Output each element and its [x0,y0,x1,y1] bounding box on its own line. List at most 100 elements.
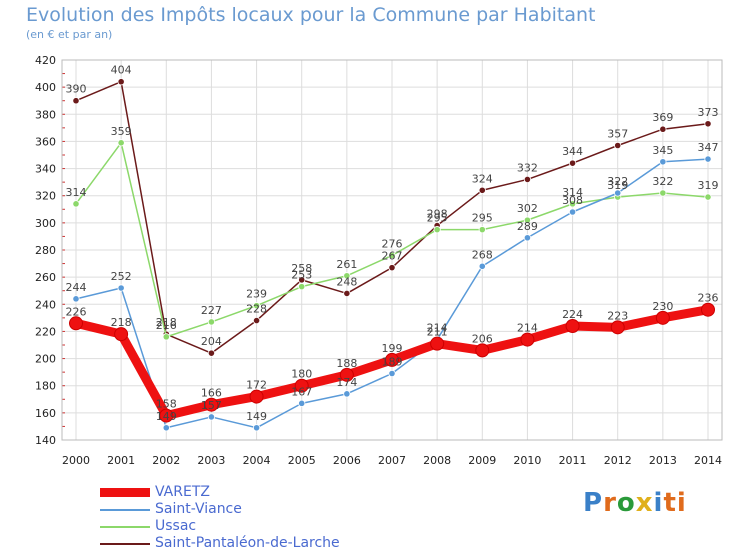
plot-border [61,59,723,441]
y-tick-label: 360 [35,135,56,148]
data-point [614,189,622,197]
data-point [294,378,309,393]
data-point [343,289,351,298]
data-label: 258 [291,262,312,275]
y-tick-label: 200 [35,353,56,366]
data-label: 314 [66,186,87,199]
legend-label: Saint-Viance [155,501,242,517]
data-point [72,97,80,105]
data-label: 404 [111,64,132,77]
data-point [704,120,712,128]
data-point [568,208,577,216]
data-point [523,234,532,242]
data-point [388,264,396,272]
y-tick-label: 340 [35,163,56,176]
data-point [162,333,170,341]
x-tick-label: 2000 [62,454,90,467]
data-point [204,397,219,412]
data-label: 319 [607,179,628,192]
data-label: 268 [472,248,493,261]
y-tick-label: 320 [35,190,56,203]
logo-letter: i [653,488,664,518]
data-label: 261 [336,258,357,271]
data-label: 357 [607,128,628,141]
logo-letter: ti [663,488,687,518]
data-point [252,316,261,325]
logo-letter: x [635,488,654,518]
legend-swatch [100,526,150,528]
data-point [655,310,670,325]
logo-letter: P [583,488,604,518]
legend-label: Ussac [155,518,197,534]
data-label: 149 [246,410,267,423]
data-label: 227 [201,304,222,317]
data-label: 188 [336,357,357,370]
data-label: 332 [517,161,538,174]
x-tick-label: 2011 [559,454,587,467]
data-label: 289 [517,220,538,233]
y-tick-label: 400 [35,81,56,94]
y-tick-label: 220 [35,325,56,338]
data-label: 308 [562,194,583,207]
data-point [343,390,351,398]
x-tick-label: 2002 [152,454,180,467]
data-label: 218 [111,316,132,329]
data-point [478,186,486,194]
y-tick-label: 380 [35,108,56,121]
y-tick-label: 420 [35,54,56,67]
data-point [114,327,129,342]
y-tick-label: 300 [35,217,56,230]
data-label: 199 [382,342,403,355]
data-label: 158 [156,398,177,411]
data-label: 149 [156,410,177,423]
data-point [478,226,486,234]
data-label: 345 [652,144,673,157]
y-tick-label: 240 [35,298,56,311]
data-point [614,141,622,150]
data-label: 223 [607,309,628,322]
chart-title: Evolution des Impôts locaux pour la Comm… [26,4,596,26]
data-point [117,78,125,86]
data-point [249,389,264,404]
data-point [523,175,532,184]
data-label: 166 [201,387,222,400]
chart-subtitle: (en € et par an) [26,28,113,41]
x-tick-label: 2006 [333,454,361,467]
data-point [72,295,80,303]
logo-letter: r [603,488,617,518]
legend-label: Saint-Pantaléon-de-Larche [155,535,340,551]
data-label: 180 [291,368,312,381]
data-point [298,283,306,291]
data-label: 322 [607,175,628,188]
x-tick-label: 2010 [513,454,541,467]
logo-letter: o [616,488,636,518]
data-label: 167 [291,385,312,398]
x-tick-label: 2013 [649,454,677,467]
data-label: 295 [427,212,448,225]
data-label: 236 [698,292,719,305]
x-tick-label: 2003 [197,454,225,467]
data-point [252,424,261,432]
data-point [610,320,625,335]
data-label: 206 [472,332,493,345]
data-label: 172 [246,379,267,392]
y-tick-label: 280 [35,244,56,257]
data-point [207,349,216,357]
data-label: 319 [698,179,719,192]
y-tick-label: 160 [35,407,56,420]
data-label: 226 [66,305,87,318]
data-point [475,343,490,358]
data-label: 239 [246,288,267,301]
legend-swatch [100,488,150,497]
proxiti-logo: Proxiti [583,488,687,518]
data-label: 252 [111,270,132,283]
data-label: 228 [246,303,267,316]
data-point [565,319,580,333]
data-point [207,318,216,326]
data-point [207,413,216,421]
data-label: 214 [517,322,538,335]
x-tick-label: 2012 [604,454,632,467]
data-label: 390 [66,83,87,96]
